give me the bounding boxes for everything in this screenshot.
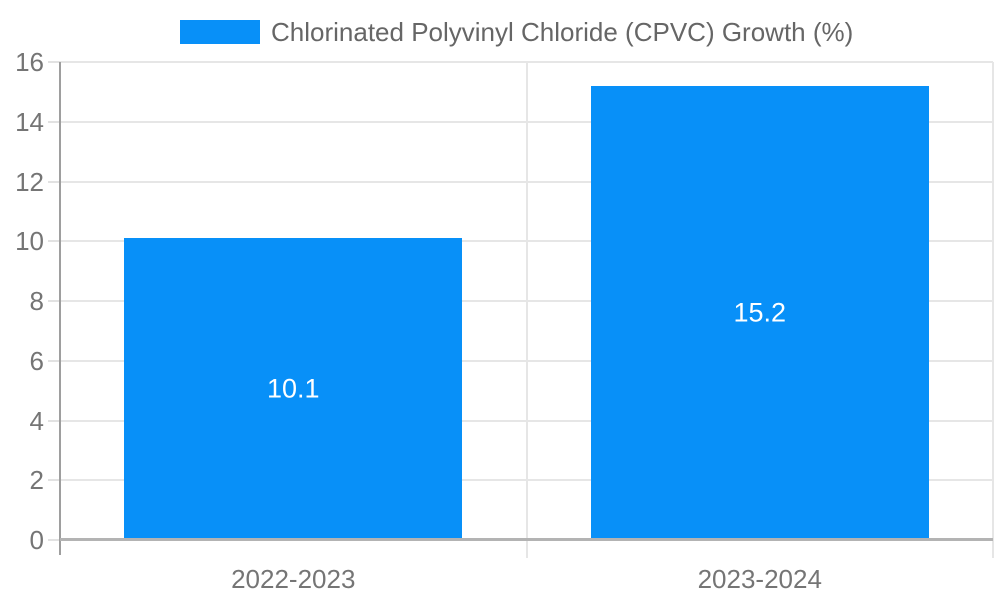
category-boundary-line	[525, 62, 528, 558]
y-tick-label: 6	[29, 345, 44, 376]
y-tick-mark	[48, 419, 60, 422]
y-tick-mark	[48, 300, 60, 302]
y-tick-label: 8	[29, 286, 44, 316]
x-tick-label: 2023-2024	[697, 564, 822, 594]
x-axis-line	[60, 538, 993, 541]
y-tick-label: 0	[29, 525, 44, 555]
y-tick-mark	[48, 479, 60, 482]
y-tick-mark	[48, 120, 60, 123]
bar	[124, 238, 463, 540]
y-tick-mark	[48, 240, 60, 243]
bar-value-label: 10.1	[266, 373, 320, 404]
y-axis-line	[59, 62, 61, 555]
legend: Chlorinated Polyvinyl Chloride (CPVC) Gr…	[180, 16, 854, 47]
bar	[590, 85, 929, 540]
bar-value-label: 15.2	[733, 297, 787, 328]
x-tick-label: 2022-2023	[231, 564, 356, 594]
y-tick-label: 10	[15, 226, 44, 257]
category-boundary-line	[992, 62, 994, 558]
plot-area: 0 2 4 6 8 10 12 14 16 10.1 2022-2023 15.2 2023-2024	[15, 47, 994, 594]
y-tick-mark	[48, 180, 60, 183]
y-tick-label: 14	[15, 106, 44, 137]
y-tick-label: 12	[15, 166, 44, 197]
y-tick-label: 4	[29, 405, 44, 436]
y-tick-label: 16	[15, 47, 44, 77]
legend-label: Chlorinated Polyvinyl Chloride (CPVC) Gr…	[271, 16, 854, 47]
legend-swatch-icon	[180, 20, 260, 44]
y-tick-mark	[48, 359, 60, 362]
y-tick-mark	[48, 539, 60, 541]
y-tick-mark	[48, 61, 60, 63]
y-tick-label: 2	[29, 465, 44, 496]
